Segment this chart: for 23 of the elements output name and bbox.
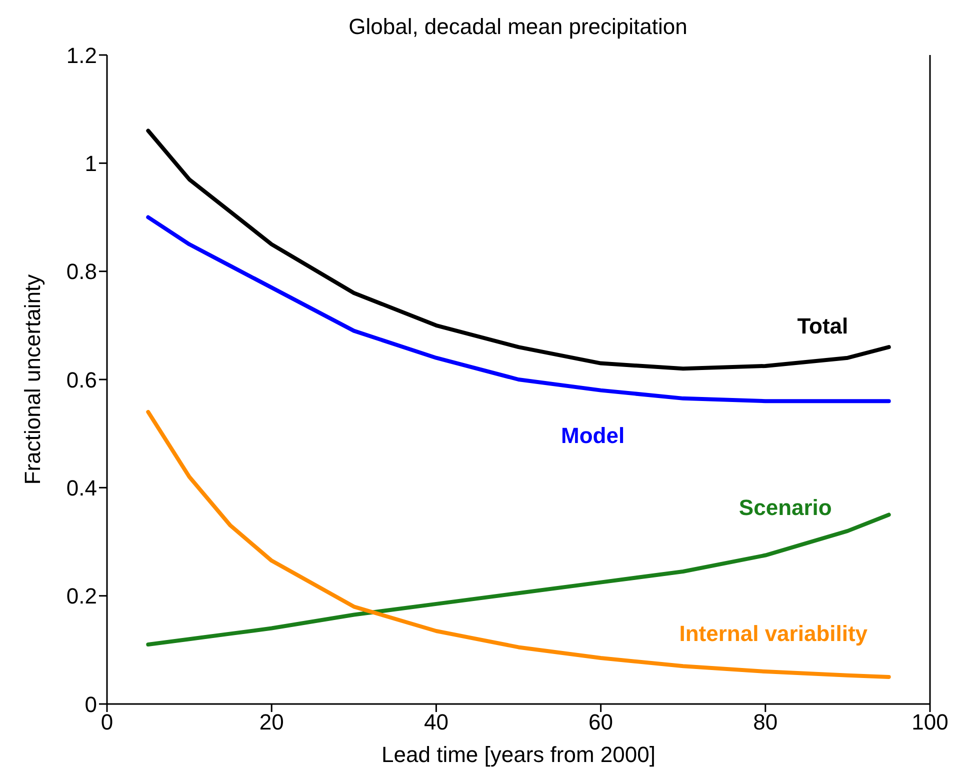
y-tick-label: 0.4 xyxy=(66,475,97,500)
line-series xyxy=(146,410,891,679)
series-label: Total xyxy=(797,313,848,338)
y-tick-label: 0.8 xyxy=(66,259,97,284)
series-label: Internal variability xyxy=(679,621,868,646)
series-label: Model xyxy=(561,422,625,448)
series-label: Scenario xyxy=(738,494,832,520)
chart-title: Global, decadal mean precipitation xyxy=(348,14,688,40)
y-tick-label: 1.2 xyxy=(66,42,97,68)
x-tick-label: 80 xyxy=(753,710,778,735)
y-tick-label: 0 xyxy=(84,692,97,717)
y-tick-label: 0.2 xyxy=(66,584,97,609)
line-series xyxy=(146,128,891,371)
line-series xyxy=(146,215,891,404)
x-tick-label: 60 xyxy=(588,710,614,735)
x-tick-label: 40 xyxy=(424,710,448,735)
y-tick-label: 1 xyxy=(84,150,97,176)
x-tick-label: 100 xyxy=(912,710,948,735)
x-tick-label: 0 xyxy=(100,710,114,735)
x-tick-label: 20 xyxy=(259,710,284,735)
x-axis-title: Lead time [years from 2000] xyxy=(382,742,656,767)
y-axis-title: Fractional uncertainty xyxy=(20,274,45,485)
y-tick-label: 0.6 xyxy=(66,367,97,392)
